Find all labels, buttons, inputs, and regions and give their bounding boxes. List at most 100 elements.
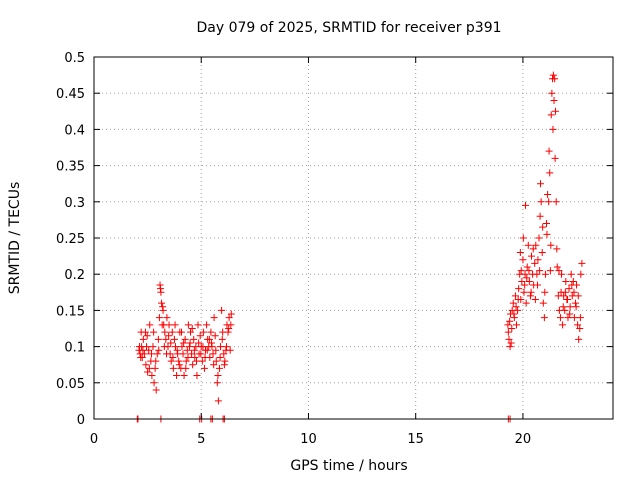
- y-axis-label: SRMTID / TECUs: [7, 182, 23, 295]
- data-point: [209, 350, 217, 358]
- data-point: [531, 296, 539, 304]
- data-point: [165, 321, 173, 329]
- data-point: [182, 357, 190, 365]
- data-point: [575, 335, 583, 343]
- data-point: [213, 379, 221, 387]
- data-point: [574, 321, 582, 329]
- x-tick-label: 5: [197, 432, 205, 447]
- data-point: [556, 314, 564, 322]
- data-point: [141, 328, 149, 336]
- data-point: [544, 191, 552, 199]
- data-point: [159, 306, 167, 314]
- data-point: [147, 350, 155, 358]
- data-point: [550, 96, 558, 104]
- x-tick-label: 10: [300, 432, 317, 447]
- y-tick-label: 0: [77, 413, 85, 428]
- data-point: [179, 350, 187, 358]
- data-point: [145, 364, 153, 372]
- data-point: [552, 198, 560, 206]
- data-point: [545, 198, 553, 206]
- data-point: [190, 346, 198, 354]
- chart-title: Day 079 of 2025, SRMTID for receiver p39…: [196, 20, 501, 36]
- y-tick-label: 0.15: [56, 304, 85, 319]
- data-point: [564, 296, 572, 304]
- data-point: [505, 335, 513, 343]
- data-point: [215, 364, 223, 372]
- data-point: [150, 328, 158, 336]
- data-point: [168, 328, 176, 336]
- data-point: [540, 314, 548, 322]
- data-point: [173, 346, 181, 354]
- data-point: [201, 353, 209, 361]
- data-point: [212, 357, 220, 365]
- data-point: [561, 306, 569, 314]
- data-point: [216, 353, 224, 361]
- data-point: [528, 252, 536, 260]
- data-point: [214, 397, 222, 405]
- data-point: [515, 285, 523, 293]
- data-point: [194, 321, 202, 329]
- x-tick-label: 20: [515, 432, 532, 447]
- data-point: [548, 89, 556, 97]
- data-point: [549, 125, 557, 133]
- data-point: [196, 332, 204, 340]
- data-point: [220, 350, 228, 358]
- data-point: [178, 343, 186, 351]
- data-point: [523, 263, 531, 271]
- data-point: [517, 267, 525, 275]
- data-point: [212, 346, 220, 354]
- data-point: [208, 339, 216, 347]
- data-point: [210, 361, 218, 369]
- data-point: [197, 350, 205, 358]
- data-point: [167, 357, 175, 365]
- data-point: [537, 198, 545, 206]
- data-point: [205, 335, 213, 343]
- data-point: [139, 335, 147, 343]
- data-point: [577, 270, 585, 278]
- data-point: [520, 288, 528, 296]
- data-point: [560, 292, 568, 300]
- plot-frame: [93, 56, 614, 420]
- data-point: [227, 321, 235, 329]
- axis-ticks: 0 0.05 0.1 0.15 0.2 0.25 0.3 0.35 0.4 0.45 0.5 0 5 10…: [56, 51, 613, 447]
- data-point: [155, 314, 163, 322]
- data-point: [169, 353, 177, 361]
- data-point: [539, 299, 547, 307]
- data-point: [526, 292, 534, 300]
- data-point: [144, 368, 152, 376]
- data-point: [140, 350, 148, 358]
- data-point: [512, 303, 520, 311]
- data-point: [188, 325, 196, 332]
- data-point: [578, 259, 586, 267]
- data-point: [171, 343, 179, 351]
- data-point: [148, 372, 156, 380]
- y-tick-label: 0.35: [56, 160, 85, 175]
- data-point: [225, 314, 233, 322]
- data-point: [561, 288, 569, 296]
- data-point: [531, 259, 539, 267]
- data-point: [200, 364, 208, 372]
- data-point: [512, 321, 520, 329]
- data-point: [506, 343, 514, 351]
- data-point: [154, 335, 162, 343]
- data-point: [543, 230, 551, 238]
- data-point: [545, 147, 553, 155]
- data-point: [525, 277, 533, 285]
- data-point: [183, 346, 191, 354]
- data-point: [536, 212, 544, 220]
- data-point: [169, 364, 177, 372]
- data-point: [157, 288, 165, 296]
- data-point: [509, 299, 517, 307]
- data-point: [175, 361, 183, 369]
- data-point: [180, 339, 188, 347]
- data-point: [572, 303, 580, 311]
- data-point: [571, 299, 579, 307]
- data-point: [224, 328, 232, 336]
- data-point: [559, 303, 567, 311]
- data-point: [160, 343, 168, 351]
- data-point: [543, 220, 551, 228]
- data-point: [516, 248, 524, 256]
- data-point: [508, 325, 516, 332]
- data-point: [541, 288, 549, 296]
- data-point: [576, 325, 584, 332]
